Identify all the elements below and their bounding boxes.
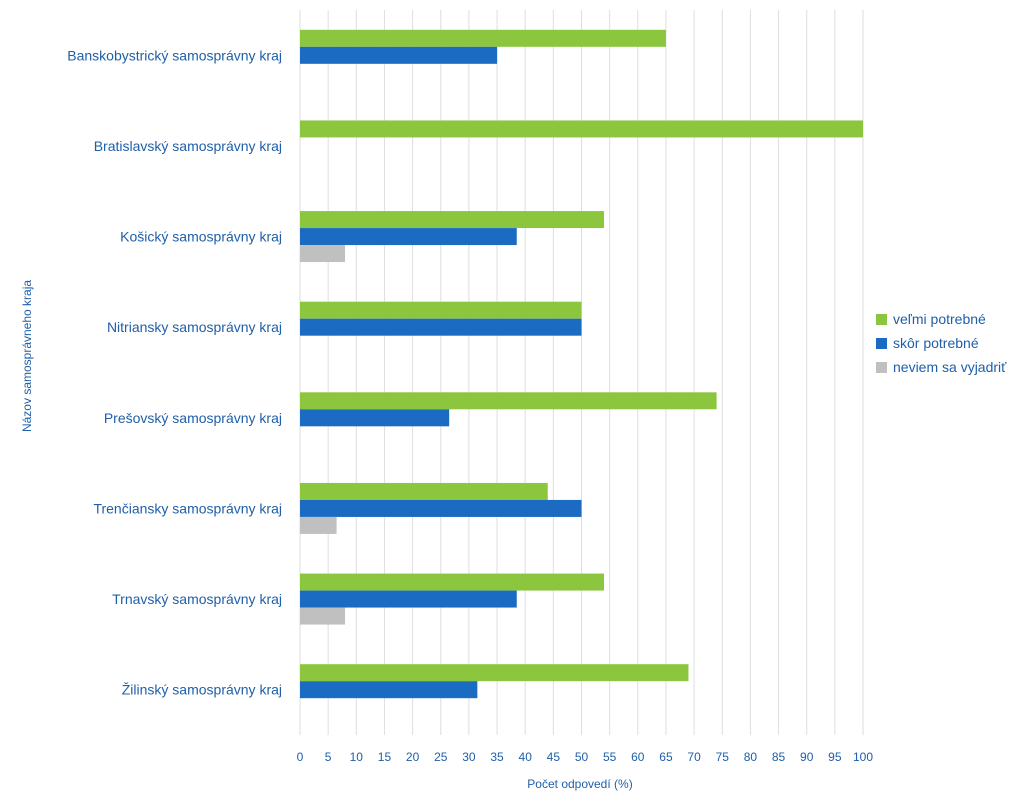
bar <box>300 301 582 319</box>
x-tick-label: 5 <box>325 750 332 764</box>
bar <box>300 211 605 229</box>
legend-swatch <box>876 314 887 325</box>
x-axis-title: Počet odpovedí (%) <box>527 777 632 791</box>
category-label: Trnavský samosprávny kraj <box>112 591 282 607</box>
bar <box>300 516 337 534</box>
x-tick-label: 75 <box>716 750 730 764</box>
x-tick-label: 15 <box>378 750 392 764</box>
category-label: Bratislavský samosprávny kraj <box>94 138 282 154</box>
category-label: Nitriansky samosprávny kraj <box>107 319 282 335</box>
bar <box>300 29 666 47</box>
x-tick-label: 50 <box>575 750 589 764</box>
bar <box>300 590 517 608</box>
category-label: Banskobystrický samosprávny kraj <box>67 47 282 63</box>
x-tick-labels: 0 5 10 15 20 25 30 35 40 45 50 55 60 65 70 75 80 85 90 95 10… <box>297 750 874 764</box>
x-tick-label: 60 <box>631 750 645 764</box>
category-label: Košický samosprávny kraj <box>120 229 282 245</box>
category-label: Žilinský samosprávny kraj <box>122 682 282 698</box>
bar <box>300 392 717 410</box>
x-tick-label: 0 <box>297 750 304 764</box>
x-tick-label: 80 <box>744 750 758 764</box>
legend-swatch <box>876 362 887 373</box>
x-tick-label: 20 <box>406 750 420 764</box>
legend-swatch <box>876 338 887 349</box>
x-tick-label: 90 <box>800 750 814 764</box>
legend: veľmi potrebné skôr potrebné neviem sa vyj… <box>876 311 1007 375</box>
x-tick-label: 45 <box>547 750 561 764</box>
x-tick-label: 100 <box>853 750 873 764</box>
bar <box>300 318 582 336</box>
bar <box>300 573 605 591</box>
y-axis-title: Názov samosprávneho kraja <box>20 280 34 432</box>
x-tick-label: 30 <box>462 750 476 764</box>
x-tick-label: 95 <box>828 750 842 764</box>
bar <box>300 664 689 682</box>
x-tick-label: 65 <box>659 750 673 764</box>
x-tick-label: 25 <box>434 750 448 764</box>
category-label: Prešovský samosprávny kraj <box>104 410 282 426</box>
legend-label: skôr potrebné <box>893 335 979 351</box>
legend-label: veľmi potrebné <box>893 311 986 327</box>
bar <box>300 499 582 517</box>
legend-label: neviem sa vyjadriť <box>893 359 1007 375</box>
bar <box>300 46 498 64</box>
bar <box>300 409 450 427</box>
bar <box>300 120 863 138</box>
bars <box>300 29 863 699</box>
x-tick-label: 40 <box>519 750 533 764</box>
x-tick-label: 10 <box>350 750 364 764</box>
bar <box>300 482 548 500</box>
x-tick-label: 35 <box>490 750 504 764</box>
bar <box>300 245 346 263</box>
bar <box>300 681 478 699</box>
grid-lines <box>299 10 864 735</box>
x-tick-label: 70 <box>687 750 701 764</box>
x-tick-label: 85 <box>772 750 786 764</box>
bar <box>300 228 517 246</box>
bar <box>300 607 346 625</box>
category-labels: Banskobystrický samosprávny kraj Bratisla… <box>67 47 282 697</box>
category-label: Trenčiansky samosprávny kraj <box>93 500 282 516</box>
x-tick-label: 55 <box>603 750 617 764</box>
